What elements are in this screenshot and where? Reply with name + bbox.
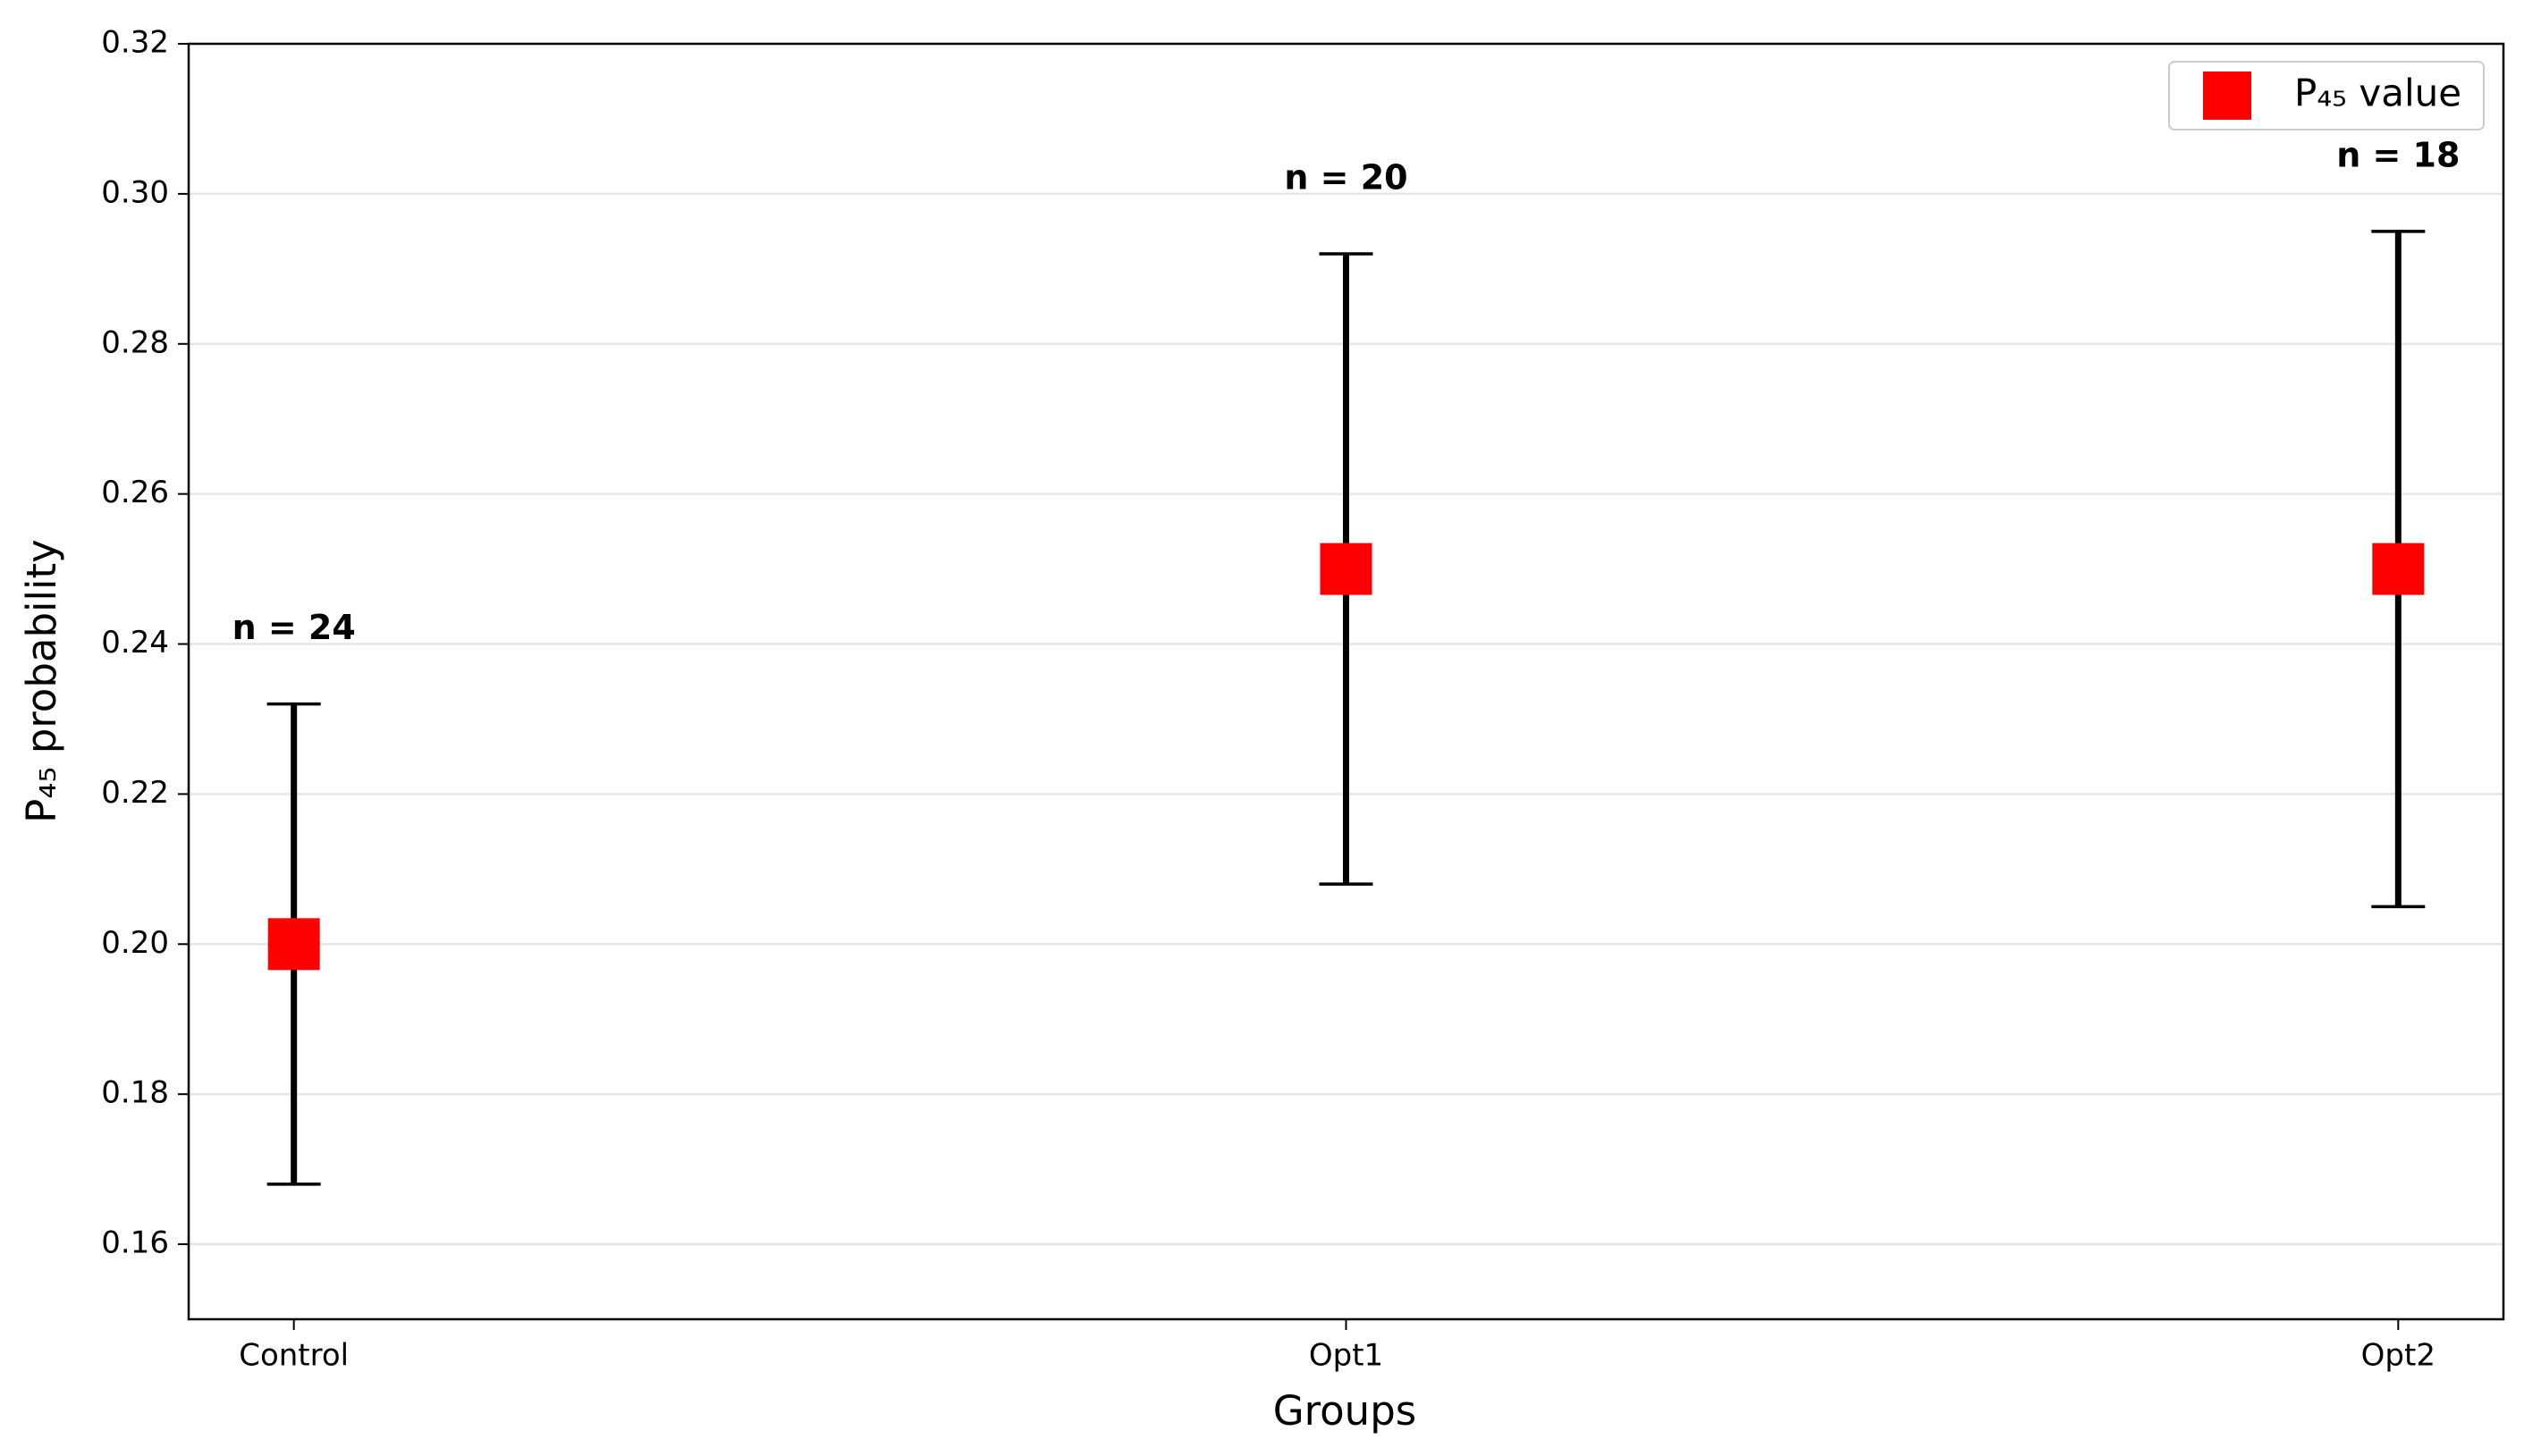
x-tick-label: Opt2 — [2361, 1338, 2435, 1374]
x-axis-label: Groups — [1273, 1387, 1416, 1435]
y-tick-label: 0.32 — [101, 25, 169, 61]
y-tick-label: 0.20 — [101, 925, 169, 961]
y-axis-label: P₄₅ probability — [18, 539, 65, 823]
plot-frame — [187, 42, 2505, 1321]
marker — [267, 918, 320, 971]
x-tick-label: Opt1 — [1309, 1338, 1383, 1374]
annotation: n = 24 — [232, 608, 356, 647]
y-tick-label: 0.18 — [101, 1075, 169, 1111]
annotation: n = 20 — [1284, 158, 1407, 198]
y-tick-label: 0.30 — [101, 174, 169, 210]
legend-swatch — [2203, 72, 2251, 120]
y-tick-label: 0.24 — [101, 625, 169, 661]
marker — [2372, 543, 2425, 595]
legend-label: P₄₅ value — [2294, 72, 2461, 115]
y-tick-label: 0.16 — [101, 1225, 169, 1261]
y-tick-label: 0.26 — [101, 475, 169, 510]
annotation: n = 18 — [2336, 135, 2460, 174]
y-tick-label: 0.28 — [101, 324, 169, 360]
y-tick-label: 0.22 — [101, 775, 169, 811]
marker — [1320, 543, 1372, 595]
legend: P₄₅ value — [2168, 61, 2485, 130]
x-tick-label: Control — [239, 1338, 349, 1374]
